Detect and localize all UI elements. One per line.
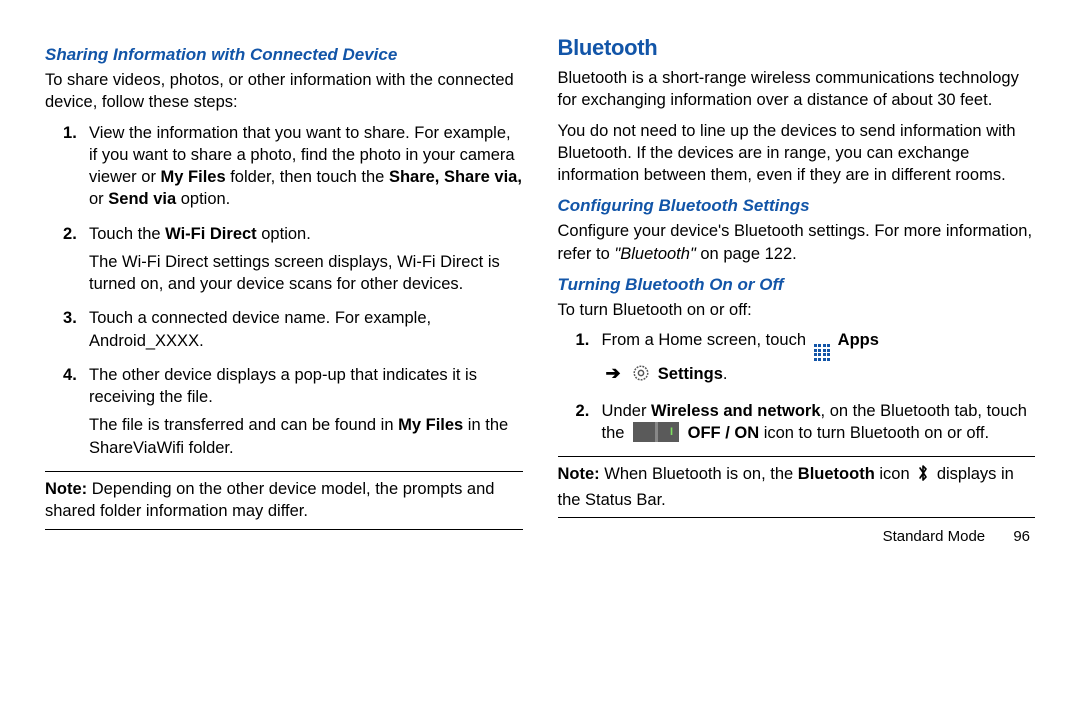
note-bluetooth: Note: When Bluetooth is on, the Bluetoot… xyxy=(558,456,1036,518)
step4-text: The other device displays a pop-up that … xyxy=(89,366,477,406)
settings-bold: Settings xyxy=(658,365,723,383)
wireless-bold: Wireless and network xyxy=(651,402,821,420)
right-column: Bluetooth Bluetooth is a short-range wir… xyxy=(558,35,1036,675)
bluetooth-icon xyxy=(917,464,929,488)
bt-p1: Bluetooth is a short-range wireless comm… xyxy=(558,67,1036,112)
wifidirect-bold: Wi-Fi Direct xyxy=(165,225,257,243)
na: When Bluetooth is on, the xyxy=(600,465,798,483)
conf-b: on page 122. xyxy=(696,245,797,263)
note-label: Note: xyxy=(45,480,87,498)
share-bold: Share, Share via, xyxy=(389,168,522,186)
bt-step-2: Under Wireless and network, on the Bluet… xyxy=(602,400,1036,445)
gear-icon xyxy=(632,364,650,388)
sharing-steps: View the information that you want to sh… xyxy=(45,122,523,459)
step1-text-b: folder, then touch the xyxy=(226,168,389,186)
bs1a: From a Home screen, touch xyxy=(602,331,811,349)
heading-configuring: Configuring Bluetooth Settings xyxy=(558,196,1036,216)
left-column: Sharing Information with Connected Devic… xyxy=(45,35,523,675)
offon-bold: OFF / ON xyxy=(688,424,760,442)
or-text: or xyxy=(89,190,108,208)
note-label-2: Note: xyxy=(558,465,600,483)
sharing-intro: To share videos, photos, or other inform… xyxy=(45,69,523,114)
bs2a: Under xyxy=(602,402,652,420)
myfiles-bold-2: My Files xyxy=(398,416,463,434)
conf-text: Configure your device's Bluetooth settin… xyxy=(558,220,1036,265)
step-1: View the information that you want to sh… xyxy=(89,122,523,211)
period1: . xyxy=(723,365,728,383)
heading-bluetooth: Bluetooth xyxy=(558,35,1036,61)
toggle-icon xyxy=(633,422,679,442)
apps-icon xyxy=(814,344,831,361)
turning-steps: From a Home screen, touch Apps ➔ Setting… xyxy=(558,329,1036,444)
apps-bold: Apps xyxy=(838,331,879,349)
arrow-icon: ➔ xyxy=(606,363,621,383)
myfiles-bold: My Files xyxy=(161,168,226,186)
step4-sub: The file is transferred and can be found… xyxy=(89,414,523,459)
footer-page: 96 xyxy=(1013,528,1030,545)
sendvia-bold: Send via xyxy=(108,190,176,208)
bt-p2: You do not need to line up the devices t… xyxy=(558,120,1036,187)
bs2c: icon to turn Bluetooth on or off. xyxy=(759,424,989,442)
note-text: Depending on the other device model, the… xyxy=(45,480,494,520)
bt-bold: Bluetooth xyxy=(798,465,875,483)
step2-sub: The Wi-Fi Direct settings screen display… xyxy=(89,251,523,296)
turn-intro: To turn Bluetooth on or off: xyxy=(558,299,1036,321)
step2-b: option. xyxy=(257,225,311,243)
heading-turning: Turning Bluetooth On or Off xyxy=(558,275,1036,295)
page-columns: Sharing Information with Connected Devic… xyxy=(45,35,1035,675)
step1-text-c: option. xyxy=(176,190,230,208)
page-footer: Standard Mode 96 xyxy=(558,528,1036,545)
s4a: The file is transferred and can be found… xyxy=(89,416,398,434)
bt-step-1: From a Home screen, touch Apps ➔ Setting… xyxy=(602,329,1036,388)
nb: icon xyxy=(875,465,914,483)
step2-a: Touch the xyxy=(89,225,165,243)
note-sharing: Note: Depending on the other device mode… xyxy=(45,471,523,530)
step-4: The other device displays a pop-up that … xyxy=(89,364,523,459)
step-3: Touch a connected device name. For examp… xyxy=(89,307,523,352)
step-2: Touch the Wi-Fi Direct option. The Wi-Fi… xyxy=(89,223,523,296)
heading-sharing: Sharing Information with Connected Devic… xyxy=(45,45,523,65)
footer-mode: Standard Mode xyxy=(883,528,986,545)
conf-ref: "Bluetooth" xyxy=(614,245,695,263)
